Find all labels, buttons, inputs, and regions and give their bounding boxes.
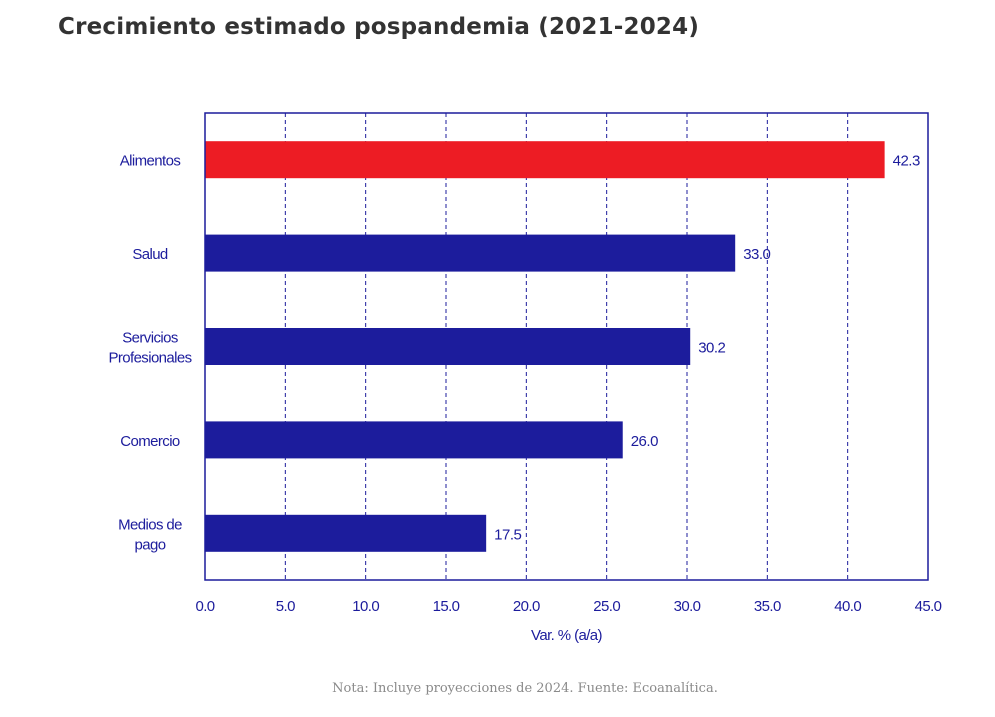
x-tick-label: 0.0 — [195, 598, 214, 615]
bar — [205, 234, 736, 272]
category-label: Alimentos — [120, 153, 181, 170]
x-tick-label: 25.0 — [593, 598, 620, 615]
bar-value-label: 30.2 — [698, 340, 725, 357]
x-tick-label: 15.0 — [433, 598, 460, 615]
bar-value-label: 33.0 — [743, 246, 770, 263]
category-label: Medios de — [118, 516, 182, 533]
x-tick-label: 45.0 — [915, 598, 942, 615]
bar — [205, 514, 487, 552]
bar-value-label: 42.3 — [893, 153, 920, 170]
x-tick-label: 35.0 — [754, 598, 781, 615]
bar-value-label: 17.5 — [494, 526, 521, 543]
category-label: pago — [135, 536, 166, 553]
plot-frame — [204, 112, 929, 581]
x-tick-label: 10.0 — [352, 598, 379, 615]
bar — [205, 421, 623, 459]
x-tick-label: 20.0 — [513, 598, 540, 615]
x-tick-label: 30.0 — [674, 598, 701, 615]
category-label: Comercio — [120, 433, 180, 450]
chart-title: Crecimiento estimado pospandemia (2021-2… — [58, 14, 700, 40]
category-label: Profesionales — [108, 350, 191, 367]
bar-value-label: 26.0 — [631, 433, 658, 450]
bar — [205, 141, 885, 179]
x-tick-label: 5.0 — [276, 598, 295, 615]
x-tick-label: 40.0 — [834, 598, 861, 615]
x-axis-label: Var. % (a/a) — [531, 627, 602, 644]
bar — [205, 328, 691, 365]
category-label: Servicios — [122, 330, 178, 347]
category-label: Salud — [132, 246, 168, 263]
source-note: Nota: Incluye proyecciones de 2024. Fuen… — [332, 681, 718, 696]
